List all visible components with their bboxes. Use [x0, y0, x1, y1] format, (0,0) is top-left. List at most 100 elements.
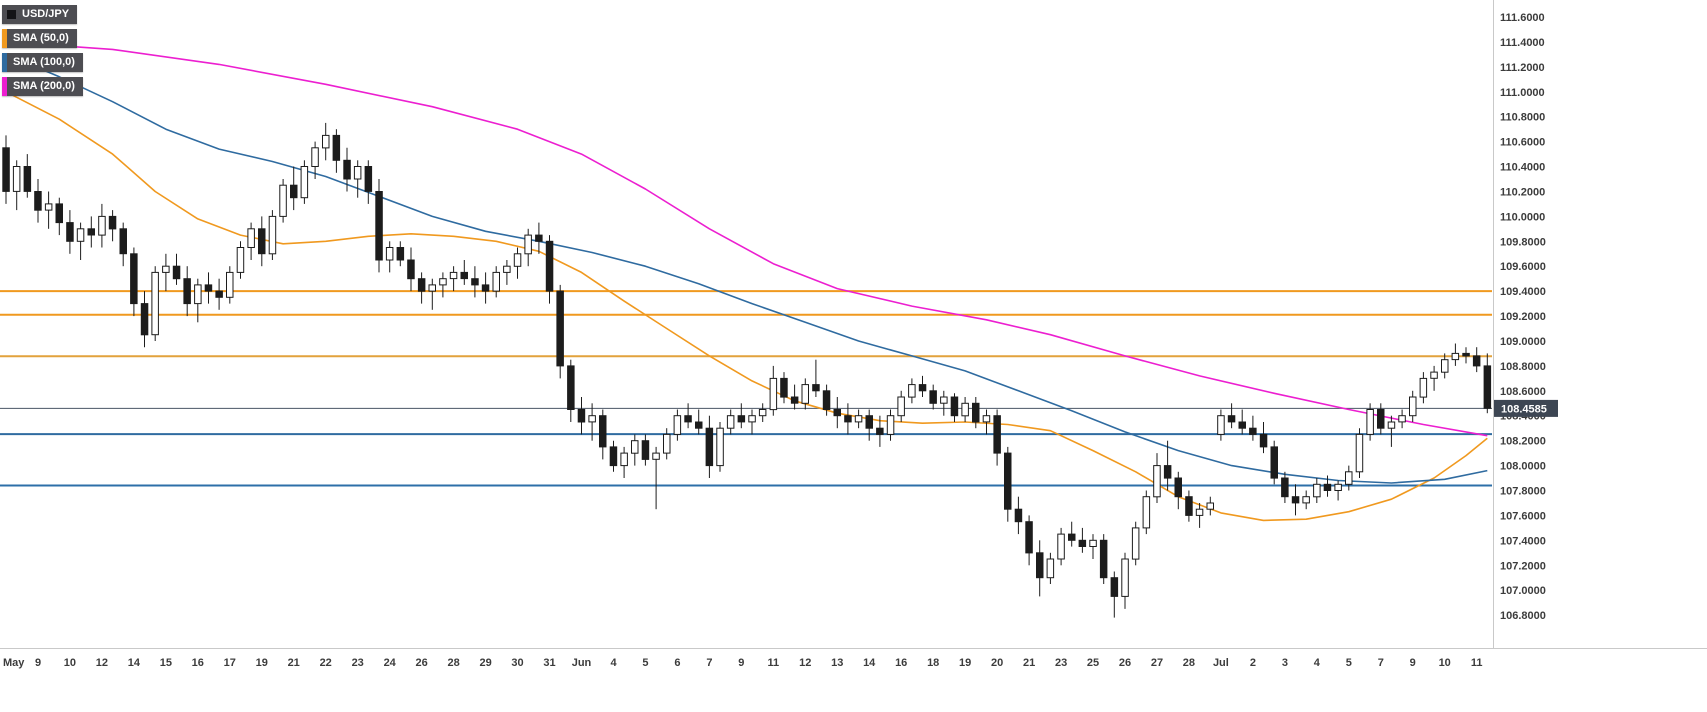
candle[interactable] [204, 284, 213, 292]
candle[interactable] [1046, 558, 1055, 579]
candle[interactable] [396, 247, 405, 261]
candle[interactable] [364, 166, 373, 192]
candle[interactable] [343, 159, 351, 180]
candle[interactable] [119, 228, 127, 255]
candle[interactable] [34, 191, 42, 211]
candle[interactable] [98, 215, 106, 236]
candle[interactable] [822, 390, 831, 410]
candle[interactable] [23, 166, 32, 192]
candle[interactable] [726, 415, 735, 429]
candle[interactable] [1142, 496, 1151, 529]
candle[interactable] [1313, 483, 1321, 498]
candle[interactable] [439, 278, 447, 286]
candle[interactable] [1270, 446, 1278, 479]
candle[interactable] [663, 433, 671, 454]
candle[interactable] [311, 147, 319, 168]
candle[interactable] [982, 415, 991, 423]
price-axis[interactable]: 111.6000 111.4000 111.2000 111.0000 110.8000… [1500, 12, 1546, 622]
candle[interactable] [12, 166, 21, 192]
candle[interactable] [236, 247, 245, 273]
symbol-badge[interactable]: USD/JPY [2, 5, 78, 24]
candle[interactable] [1004, 452, 1012, 510]
candle[interactable] [87, 228, 95, 236]
candle[interactable] [76, 228, 85, 242]
candle[interactable] [812, 384, 820, 392]
indicator-badge-sma100[interactable]: SMA (100,0) [2, 53, 83, 72]
candle[interactable] [609, 446, 618, 467]
candle[interactable] [332, 134, 341, 161]
candle[interactable] [1462, 352, 1470, 357]
candle[interactable] [353, 166, 362, 180]
candle[interactable] [492, 271, 500, 292]
candle[interactable] [1068, 533, 1076, 541]
candle[interactable] [950, 396, 959, 417]
candle[interactable] [865, 415, 873, 429]
candle[interactable] [790, 396, 799, 404]
candle[interactable] [705, 427, 714, 467]
candle[interactable] [1387, 421, 1396, 429]
candle[interactable] [1089, 539, 1097, 547]
candle[interactable] [1377, 409, 1385, 429]
candle[interactable] [407, 259, 415, 280]
candle[interactable] [716, 427, 724, 467]
candle[interactable] [1153, 465, 1161, 498]
candle[interactable] [1121, 558, 1129, 597]
candle[interactable] [1110, 577, 1119, 597]
candle[interactable] [183, 278, 191, 305]
candle[interactable] [684, 415, 692, 423]
candle[interactable] [215, 290, 223, 298]
candle[interactable] [599, 415, 607, 448]
candle[interactable] [972, 402, 980, 423]
candle[interactable] [375, 191, 383, 261]
candle[interactable] [162, 265, 170, 273]
candle[interactable] [908, 384, 916, 398]
candle[interactable] [1238, 421, 1246, 429]
candle[interactable] [1174, 477, 1182, 498]
candle[interactable] [641, 440, 650, 460]
candle[interactable] [151, 271, 159, 336]
candle[interactable] [417, 278, 426, 292]
candle[interactable] [1195, 508, 1204, 516]
candle[interactable] [460, 271, 468, 280]
candle[interactable] [1419, 377, 1428, 398]
candle[interactable] [1036, 552, 1044, 579]
candle[interactable] [1185, 496, 1193, 516]
candle[interactable] [1078, 539, 1087, 547]
candle[interactable] [1163, 465, 1172, 479]
candle[interactable] [279, 184, 287, 217]
candle[interactable] [1291, 496, 1300, 504]
candle[interactable] [322, 134, 330, 149]
candle[interactable] [1057, 533, 1065, 560]
candle[interactable] [758, 409, 767, 417]
candle[interactable] [854, 415, 863, 423]
candle[interactable] [993, 415, 1001, 454]
candle[interactable] [226, 271, 234, 298]
candle[interactable] [1483, 365, 1492, 409]
candle[interactable] [588, 415, 596, 423]
candle[interactable] [577, 409, 586, 423]
candle[interactable] [385, 247, 394, 261]
candle[interactable] [503, 265, 511, 273]
time-axis[interactable]: May 9 10 12 14 15 16 17 19 21 22 23 24 26 28 29 30 31 Jun 4… [3, 657, 1483, 669]
candle[interactable] [929, 390, 937, 404]
indicator-badge-sma50[interactable]: SMA (50,0) [2, 29, 77, 48]
candle[interactable] [780, 377, 788, 398]
candle[interactable] [1355, 433, 1364, 473]
candle[interactable] [1451, 352, 1460, 361]
candle[interactable] [1131, 527, 1140, 560]
candle[interactable] [471, 278, 479, 286]
candle[interactable] [481, 284, 490, 292]
candle[interactable] [567, 365, 575, 410]
candle[interactable] [1323, 483, 1332, 491]
candle[interactable] [897, 396, 905, 417]
candle[interactable] [1217, 415, 1225, 435]
candle[interactable] [1409, 396, 1417, 417]
candle[interactable] [1014, 508, 1023, 523]
candle[interactable] [833, 409, 841, 417]
candle[interactable] [247, 228, 255, 249]
candle[interactable] [172, 265, 181, 280]
candle[interactable] [695, 421, 703, 429]
candle[interactable] [1334, 483, 1342, 491]
candle[interactable] [258, 228, 266, 255]
